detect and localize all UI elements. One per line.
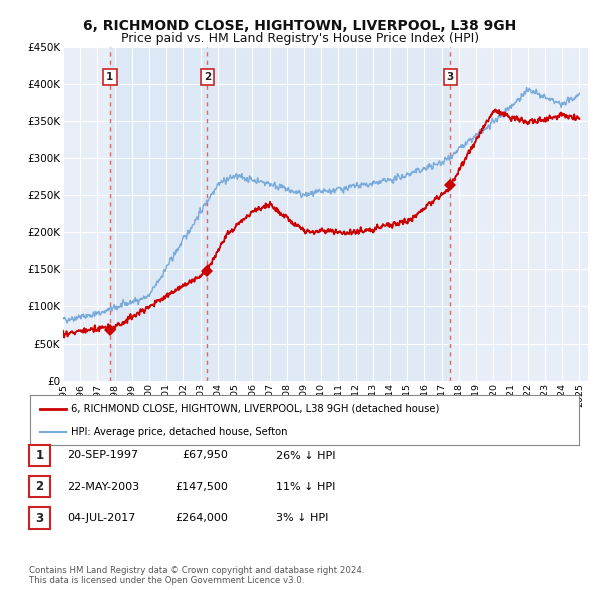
Text: 1: 1 <box>35 449 44 462</box>
Text: £67,950: £67,950 <box>182 451 228 460</box>
Text: 2: 2 <box>204 72 211 82</box>
Text: £264,000: £264,000 <box>175 513 228 523</box>
Text: 3% ↓ HPI: 3% ↓ HPI <box>276 513 328 523</box>
Text: 1: 1 <box>106 72 113 82</box>
Bar <box>110 47 208 381</box>
Text: £147,500: £147,500 <box>175 482 228 491</box>
Text: 3: 3 <box>35 512 44 525</box>
Text: 2: 2 <box>35 480 44 493</box>
Text: 20-SEP-1997: 20-SEP-1997 <box>67 451 139 460</box>
Text: Contains HM Land Registry data © Crown copyright and database right 2024.
This d: Contains HM Land Registry data © Crown c… <box>29 566 364 585</box>
Bar <box>208 47 450 381</box>
Text: HPI: Average price, detached house, Sefton: HPI: Average price, detached house, Seft… <box>71 427 287 437</box>
Text: 11% ↓ HPI: 11% ↓ HPI <box>276 482 335 491</box>
Text: 22-MAY-2003: 22-MAY-2003 <box>67 482 139 491</box>
Text: 6, RICHMOND CLOSE, HIGHTOWN, LIVERPOOL, L38 9GH: 6, RICHMOND CLOSE, HIGHTOWN, LIVERPOOL, … <box>83 19 517 33</box>
Text: 26% ↓ HPI: 26% ↓ HPI <box>276 451 335 460</box>
Text: 3: 3 <box>446 72 454 82</box>
Text: Price paid vs. HM Land Registry's House Price Index (HPI): Price paid vs. HM Land Registry's House … <box>121 32 479 45</box>
Text: 6, RICHMOND CLOSE, HIGHTOWN, LIVERPOOL, L38 9GH (detached house): 6, RICHMOND CLOSE, HIGHTOWN, LIVERPOOL, … <box>71 404 440 414</box>
Text: 04-JUL-2017: 04-JUL-2017 <box>67 513 136 523</box>
